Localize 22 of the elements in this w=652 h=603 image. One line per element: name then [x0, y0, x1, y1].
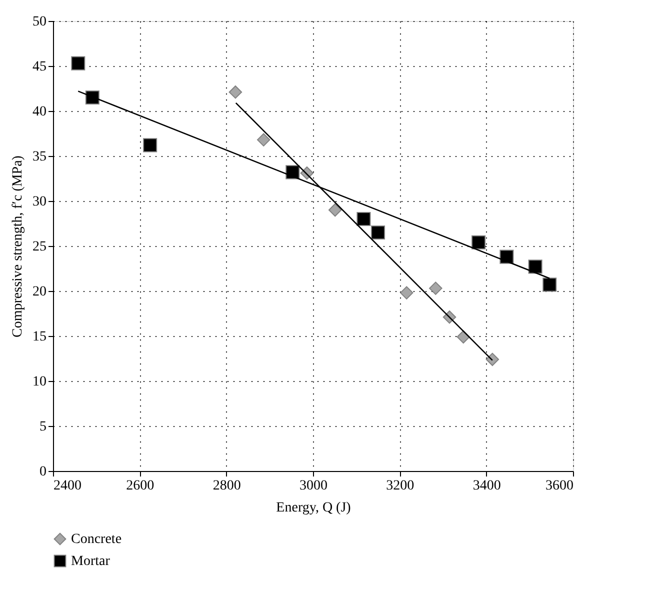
y-axis-title: Compressive strength, f′c (MPa) — [10, 155, 26, 338]
x-tick-label: 3000 — [300, 478, 328, 494]
y-tick-label: 45 — [32, 60, 46, 74]
y-tick-label: 50 — [32, 14, 46, 30]
y-tick-label: 20 — [32, 284, 46, 300]
x-axis-title: Energy, Q (J) — [276, 500, 352, 516]
x-tick-label: 2400 — [54, 478, 82, 494]
y-tick-label: 25 — [32, 240, 46, 254]
y-tick-label: 35 — [32, 150, 46, 164]
y-tick-label: 5 — [40, 420, 46, 434]
legend-label: Concrete — [71, 532, 122, 547]
legend-label: Mortar — [71, 554, 110, 569]
y-tick-label: 10 — [32, 374, 46, 390]
x-tick-label: 2800 — [212, 478, 241, 494]
x-tick-label: 3200 — [386, 478, 414, 494]
x-tick-label: 3600 — [546, 478, 574, 494]
y-tick-label: 15 — [32, 330, 46, 344]
y-tick-label: 40 — [32, 104, 46, 120]
y-tick-label: 0 — [40, 464, 46, 480]
x-tick-label: 2600 — [126, 478, 154, 494]
x-tick-label: 3400 — [472, 478, 501, 494]
y-tick-label: 30 — [32, 194, 46, 210]
